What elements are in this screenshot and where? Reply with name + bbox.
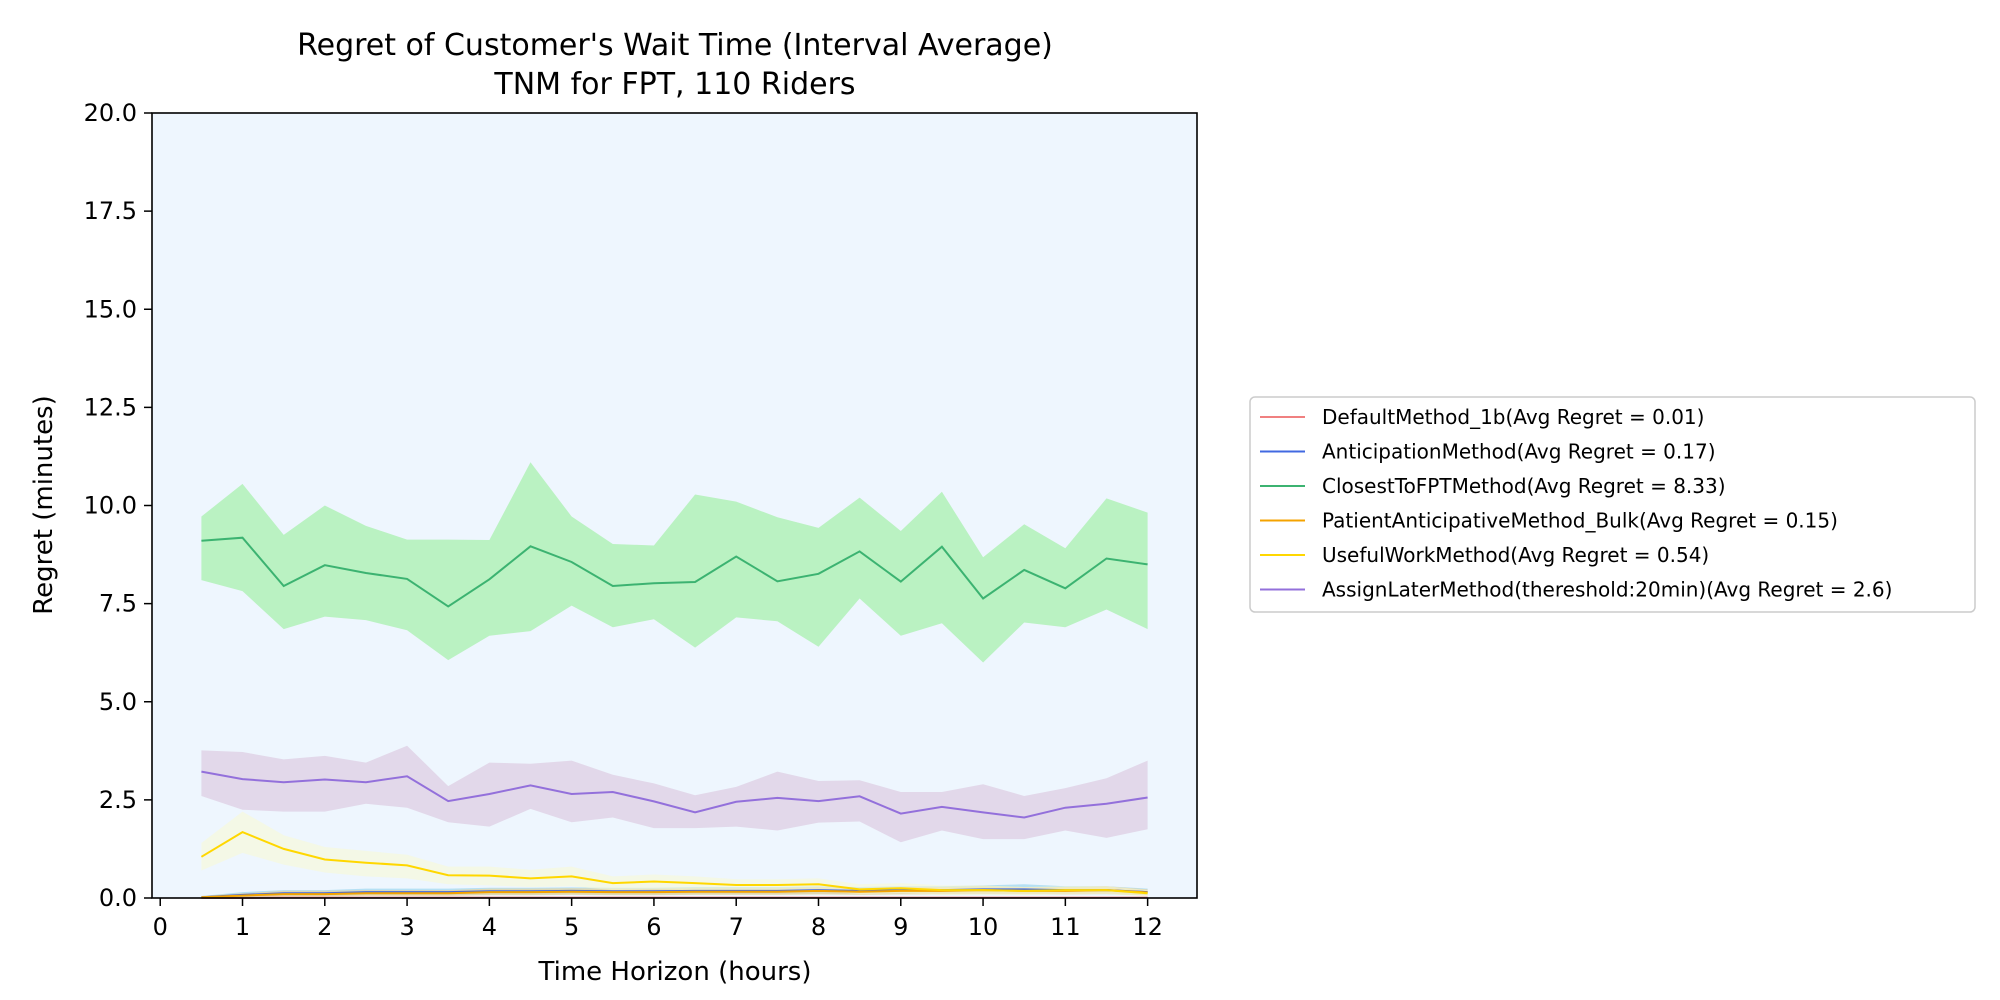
- legend-label-4: UsefulWorkMethod(Avg Regret = 0.54): [1322, 543, 1709, 567]
- x-tick-label-1: 1: [235, 913, 250, 941]
- band-series-5: [201, 745, 1148, 843]
- x-tick-label-6: 6: [646, 913, 661, 941]
- legend-label-3: PatientAnticipativeMethod_Bulk(Avg Regre…: [1322, 509, 1838, 533]
- x-tick-label-7: 7: [729, 913, 744, 941]
- y-tick-label-3: 7.5: [99, 590, 137, 618]
- band-series-4: [201, 811, 1148, 896]
- legend-label-1: AnticipationMethod(Avg Regret = 0.17): [1322, 440, 1716, 464]
- y-tick-label-5: 12.5: [84, 393, 137, 421]
- x-tick-label-9: 9: [893, 913, 908, 941]
- y-tick-label-0: 0.0: [99, 884, 137, 912]
- x-tick-label-3: 3: [399, 913, 414, 941]
- x-tick-label-8: 8: [811, 913, 826, 941]
- y-tick-label-1: 2.5: [99, 786, 137, 814]
- y-tick-label-8: 20.0: [84, 99, 137, 127]
- y-axis-ticks: 0.0 2.5 5.0 7.5 10.0 12.5 15.0 17.5 20.0: [84, 99, 152, 912]
- x-tick-label-11: 11: [1050, 913, 1081, 941]
- chart-title: Regret of Customer's Wait Time (Interval…: [297, 28, 1053, 63]
- y-tick-label-7: 17.5: [84, 197, 137, 225]
- band-series-2: [201, 462, 1148, 663]
- x-tick-label-4: 4: [482, 913, 497, 941]
- y-tick-label-6: 15.0: [84, 295, 137, 323]
- y-axis-label: Regret (minutes): [29, 395, 59, 615]
- x-tick-label-10: 10: [968, 913, 999, 941]
- legend-label-5: AssignLaterMethod(thereshold:20min)(Avg …: [1322, 578, 1892, 602]
- x-tick-label-12: 12: [1132, 913, 1163, 941]
- x-axis-ticks: 0 1 2 3 4 5 6 7 8 9 10 11 12: [153, 898, 1163, 941]
- y-tick-label-4: 10.0: [84, 492, 137, 520]
- line-series-4: [200, 830, 1148, 895]
- x-tick-label-5: 5: [564, 913, 579, 941]
- x-tick-label-0: 0: [153, 913, 168, 941]
- x-axis-label: Time Horizon (hours): [538, 957, 812, 987]
- legend-label-2: ClosestToFPTMethod(Avg Regret = 8.33): [1322, 474, 1726, 498]
- chart-subtitle: TNM for FPT, 110 Riders: [493, 67, 855, 102]
- line-series-2: [201, 536, 1148, 608]
- legend: DefaultMethod_1b(Avg Regret = 0.01) Antic…: [1249, 396, 1976, 613]
- y-tick-label-2: 5.0: [99, 688, 137, 716]
- x-tick-label-2: 2: [317, 913, 332, 941]
- legend-frame: [1249, 396, 1976, 613]
- line-series-5: [201, 770, 1148, 819]
- legend-label-0: DefaultMethod_1b(Avg Regret = 0.01): [1322, 405, 1704, 429]
